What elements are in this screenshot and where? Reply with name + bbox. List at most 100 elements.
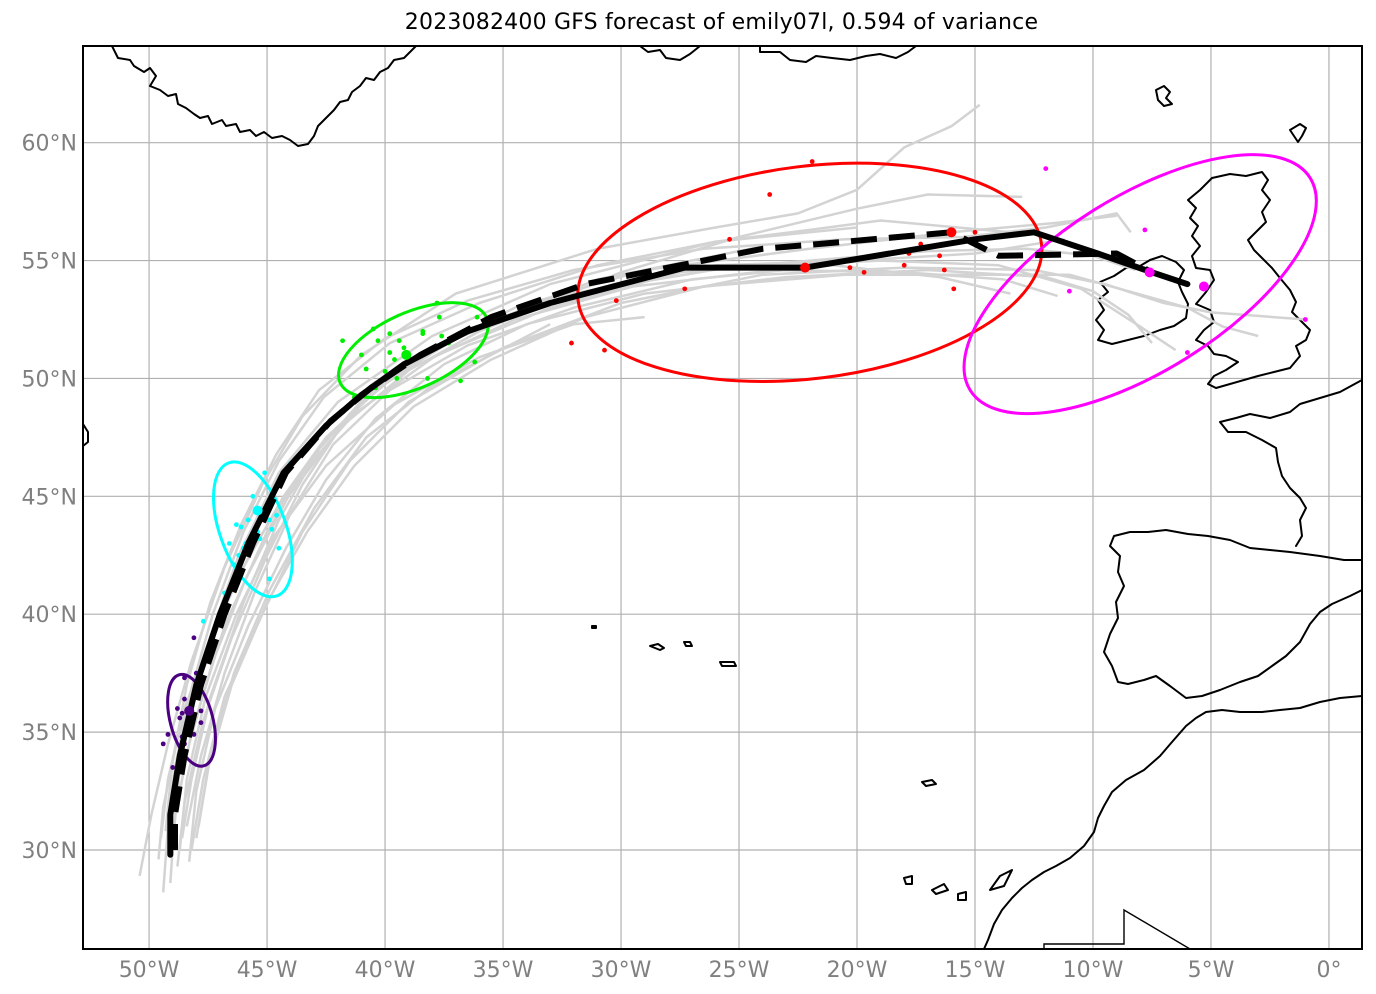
ensemble-position-point <box>937 253 942 259</box>
ensemble-position-point <box>847 265 853 271</box>
coastline-france <box>1219 379 1362 547</box>
ensemble-position-point <box>182 675 187 681</box>
mean-position-marker <box>946 227 957 238</box>
lon-tick-label: 40°W <box>355 958 416 983</box>
map-frame <box>82 45 1363 950</box>
ensemble-position-point <box>226 541 232 546</box>
coastline-great-britain <box>1187 171 1311 389</box>
ensemble-position-point <box>472 359 478 365</box>
ensemble-track-14 <box>166 219 1011 827</box>
ensemble-position-point <box>170 765 176 770</box>
ensemble-position-point <box>200 618 206 624</box>
ensemble-position-point <box>682 286 688 292</box>
ensemble-position-point <box>602 347 607 353</box>
ensemble-position-point <box>1066 288 1072 294</box>
ensemble-position-point <box>198 720 204 726</box>
ensemble-position-point <box>274 512 279 518</box>
ensemble-position-point <box>434 300 440 306</box>
ensemble-position-point <box>392 357 397 362</box>
ensemble-position-point <box>458 378 463 384</box>
ensemble-position-point <box>250 493 256 499</box>
lat-tick-label: 30°N <box>22 839 77 864</box>
mean-position-marker <box>252 505 263 516</box>
ensemble-track-8 <box>190 266 1306 851</box>
lat-tick-label: 45°N <box>22 485 77 510</box>
ensemble-position-point <box>809 159 815 164</box>
lon-tick-label: 5°W <box>1188 958 1235 983</box>
ensemble-position-point <box>375 338 381 344</box>
lat-tick-label: 55°N <box>22 250 77 275</box>
coastlines <box>83 46 1362 949</box>
ensemble-position-point <box>387 350 393 355</box>
deterministic-track <box>167 229 1191 858</box>
lat-tick-label: 60°N <box>22 132 77 157</box>
island-azores-2 <box>683 641 693 647</box>
ensemble-track-3 <box>138 103 981 877</box>
tick-labels: 50°W 45°W 40°W 35°W 30°W 25°W 20°W 15°W 10°W 5°W 0… <box>22 132 1342 983</box>
mean-position-marker <box>1144 267 1155 278</box>
spread-ellipses <box>166 153 1318 768</box>
ensemble-position-point <box>420 328 426 334</box>
island-azores-1 <box>649 643 665 651</box>
ensemble-position-point <box>231 562 237 568</box>
ensemble-track-11 <box>159 247 1136 839</box>
ensemble-position-point <box>1142 227 1148 233</box>
ensemble-position-point <box>569 340 574 346</box>
ensemble-track-9 <box>171 259 1177 846</box>
ensemble-position-point <box>191 635 197 641</box>
ensemble-position-point <box>396 338 402 344</box>
ensemble-track-16 <box>195 273 1259 839</box>
ensemble-position-point <box>238 524 244 530</box>
ensemble-position-point <box>276 545 282 551</box>
island-canaries <box>903 869 1013 901</box>
ensemble-position-point <box>359 352 364 358</box>
ensemble-position-point <box>425 376 430 381</box>
island-azores-3 <box>719 661 737 667</box>
lat-tick-label: 35°N <box>22 721 77 746</box>
ensemble-position-point <box>613 298 619 304</box>
lon-tick-label: 45°W <box>237 958 298 983</box>
ensemble-position-point <box>767 192 773 197</box>
ensemble-tracks <box>138 103 1306 893</box>
ensemble-position-point <box>262 470 268 476</box>
ensemble-position-point <box>1302 317 1308 322</box>
ensemble-track-7 <box>185 264 1011 827</box>
coastline-newfoundland <box>83 423 89 447</box>
ensemble-track-15 <box>187 268 1153 862</box>
ensemble-position-point <box>941 267 947 273</box>
ensemble-track-5 <box>176 214 1117 867</box>
mean-position-marker <box>1198 281 1209 292</box>
spread-ellipse-1 <box>166 672 217 768</box>
ensemble-position-point <box>269 526 275 532</box>
ensemble-position-point <box>179 710 185 716</box>
ensemble-position-point <box>394 376 400 381</box>
ensemble-position-point <box>233 522 239 528</box>
spread-ellipse-4 <box>576 161 1044 384</box>
ensemble-position-point <box>340 338 345 344</box>
ensemble-position-point <box>1043 166 1049 172</box>
coastline-greenland <box>111 46 417 147</box>
ensemble-position-point <box>267 517 272 523</box>
mean-position-marker <box>184 705 195 716</box>
ensemble-position-point <box>165 732 171 737</box>
spread-ellipse-2 <box>212 460 294 599</box>
mean-markers <box>184 227 1209 716</box>
ensemble-position-point <box>174 706 180 711</box>
mean-position-marker <box>800 262 811 273</box>
ensemble-position-point <box>245 517 251 523</box>
ensemble-mean-track <box>172 229 1154 850</box>
lat-tick-label: 50°N <box>22 367 77 392</box>
island-azores-4 <box>591 625 597 629</box>
lon-tick-label: 50°W <box>119 958 180 983</box>
ensemble-position-point <box>182 696 187 702</box>
coastline-iceland <box>759 46 917 63</box>
forecast-tracks <box>167 229 1191 858</box>
ensemble-position-point <box>1184 350 1190 355</box>
ensemble-position-point <box>861 269 867 275</box>
ensemble-track-12 <box>178 315 645 851</box>
spread-ellipse-5 <box>962 153 1318 416</box>
ensemble-position-point <box>177 715 183 721</box>
ensemble-position-point <box>901 262 907 268</box>
ensemble-position-point <box>363 366 369 372</box>
